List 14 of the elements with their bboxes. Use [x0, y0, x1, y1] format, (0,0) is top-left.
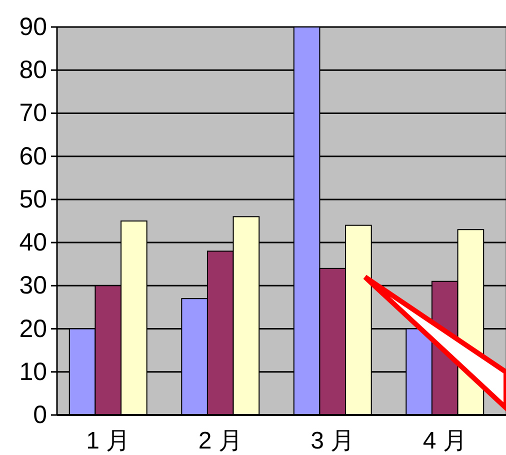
x-tick-label: 1 月: [86, 428, 130, 454]
y-tick-label: 80: [19, 56, 47, 84]
y-tick-label: 0: [33, 401, 47, 429]
y-tick-label: 20: [19, 314, 47, 343]
y-tick-label: 50: [19, 185, 47, 214]
x-tick-label: 3 月: [310, 428, 355, 454]
y-tick-label: 90: [19, 13, 47, 41]
y-tick-label: 40: [19, 228, 47, 257]
y-tick-label: 30: [19, 272, 47, 300]
x-tick-label: 4 月: [422, 428, 467, 454]
x-tick-label: 2 月: [198, 428, 242, 454]
y-tick-label: 70: [19, 99, 47, 128]
y-tick-label: 10: [19, 358, 47, 386]
y-tick-label: 60: [19, 142, 47, 170]
